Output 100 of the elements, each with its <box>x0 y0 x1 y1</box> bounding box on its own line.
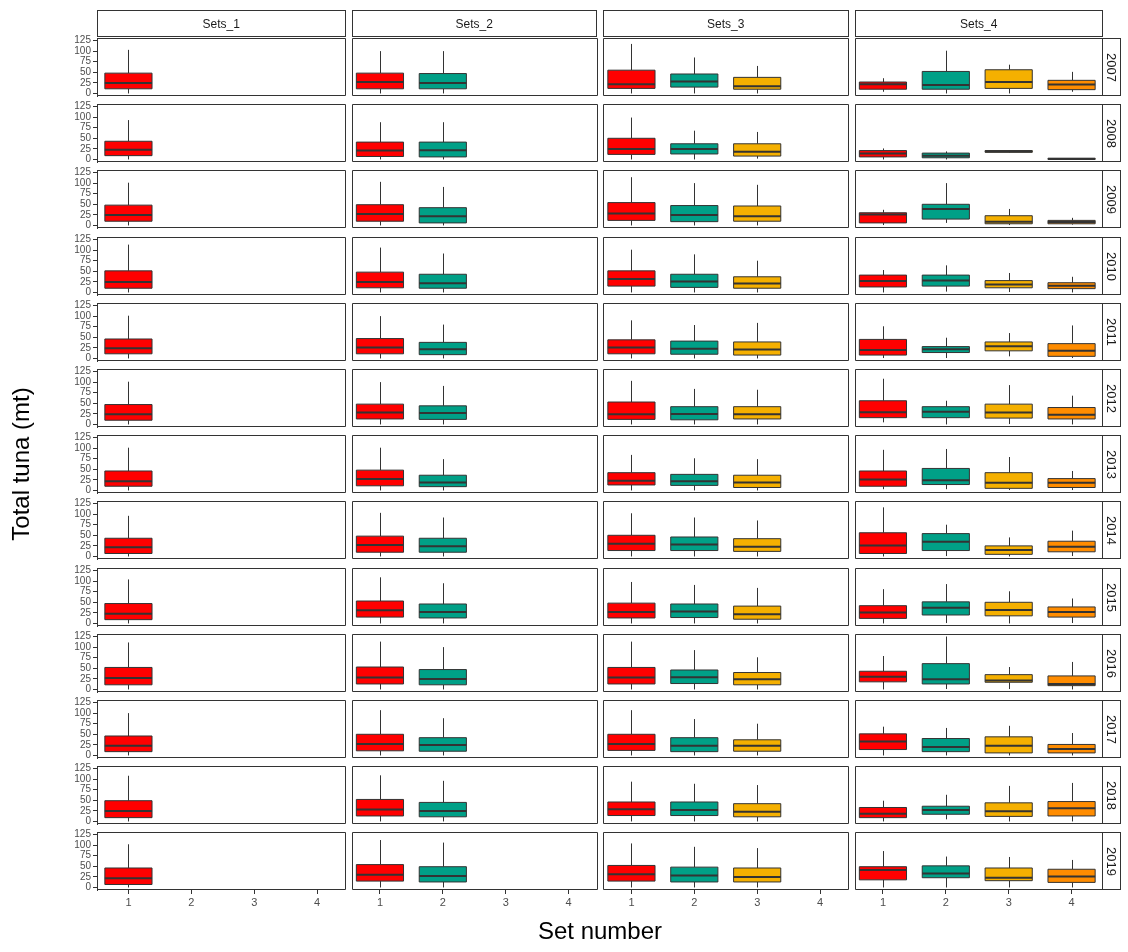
y-tick-label: 75 <box>79 55 92 67</box>
y2-axis-title: 2016 <box>1102 634 1121 692</box>
y-tick-label: 0 <box>85 815 92 827</box>
y-tick-label: 25 <box>79 804 92 816</box>
y-tick-label: 50 <box>79 529 92 541</box>
y2-axis-title: 2007 <box>1102 38 1121 96</box>
y-tick-label: 0 <box>85 286 92 298</box>
y-tick-label: 50 <box>79 860 92 872</box>
y-tick-label: 100 <box>74 772 92 784</box>
x-tick-label: 2 <box>942 895 949 908</box>
y-tick-label: 100 <box>74 110 92 122</box>
y-tick-label: 75 <box>79 254 92 266</box>
y-tick-label: 100 <box>74 44 92 56</box>
y-tick-label: 75 <box>79 849 92 861</box>
y-tick-label: 125 <box>74 630 92 642</box>
y-tick-label: 0 <box>85 617 92 629</box>
y-tick-label: 100 <box>74 574 92 586</box>
y-tick-label: 75 <box>79 187 92 199</box>
y-tick-label: 25 <box>79 275 92 287</box>
x-tick-label: 3 <box>1005 895 1012 908</box>
y-axis-title: Total tuna (mt) <box>7 387 35 541</box>
y-tick-label: 125 <box>74 431 92 443</box>
y2-axis-title: 2013 <box>1102 435 1121 493</box>
y2-axis-title: 2015 <box>1102 568 1121 626</box>
y-tick-label: 75 <box>79 386 92 398</box>
x-tick-label: 1 <box>628 895 635 908</box>
x-tick-label: 3 <box>502 895 509 908</box>
y-tick-label: 75 <box>79 717 92 729</box>
y-tick-label: 75 <box>79 452 92 464</box>
x-tick-label: 2 <box>188 895 195 908</box>
y-tick-label: 25 <box>79 606 92 618</box>
text: Sets_1 <box>97 10 346 37</box>
y-tick-label: 125 <box>74 497 92 509</box>
y-tick-label: 125 <box>74 34 92 46</box>
text: Sets_2 <box>351 10 597 37</box>
y-tick-label: 0 <box>85 418 92 430</box>
y-tick-label: 50 <box>79 132 92 144</box>
y-tick-label: 75 <box>79 585 92 597</box>
y2-axis-title: 2009 <box>1102 170 1121 228</box>
y-tick-label: 125 <box>74 564 92 576</box>
y-tick-label: 0 <box>85 219 92 231</box>
x-tick-label: 1 <box>376 895 383 908</box>
x-tick-label: 4 <box>314 895 321 908</box>
y-tick-label: 100 <box>74 243 92 255</box>
y-tick-label: 100 <box>74 441 92 453</box>
y-tick-label: 50 <box>79 198 92 210</box>
y-tick-label: 125 <box>74 100 92 112</box>
y-tick-label: 50 <box>79 331 92 343</box>
y-tick-label: 25 <box>79 341 92 353</box>
x-tick-label: 3 <box>754 895 761 908</box>
y-tick-label: 125 <box>74 233 92 245</box>
y-tick-label: 25 <box>79 738 92 750</box>
y-tick-label: 0 <box>85 550 92 562</box>
x-tick-label: 4 <box>817 895 824 908</box>
y-tick-label: 25 <box>79 672 92 684</box>
y-tick-label: 100 <box>74 507 92 519</box>
y2-axis-title: 2018 <box>1102 766 1121 824</box>
y-tick-label: 75 <box>79 651 92 663</box>
y-tick-label: 100 <box>74 640 92 652</box>
y-tick-label: 75 <box>79 518 92 530</box>
y-tick-label: 50 <box>79 662 92 674</box>
x-tick-label: 1 <box>879 895 886 908</box>
y-tick-label: 125 <box>74 828 92 840</box>
x-axis-title: Set number <box>537 917 663 945</box>
x-tick-label: 1 <box>125 895 132 908</box>
y-tick-label: 0 <box>85 484 92 496</box>
y-tick-label: 25 <box>79 870 92 882</box>
y-tick-label: 0 <box>85 87 92 99</box>
y-tick-label: 100 <box>74 309 92 321</box>
y-tick-label: 0 <box>85 683 92 695</box>
y-tick-label: 25 <box>79 407 92 419</box>
y-tick-label: 125 <box>74 166 92 178</box>
x-tick-label: 2 <box>439 895 446 908</box>
y-tick-label: 50 <box>79 794 92 806</box>
y-tick-label: 100 <box>74 838 92 850</box>
y-tick-label: 50 <box>79 66 92 78</box>
y2-axis-title: 2014 <box>1102 501 1121 559</box>
y-tick-label: 25 <box>79 473 92 485</box>
text: Sets_4 <box>854 10 1103 37</box>
y-tick-label: 125 <box>74 365 92 377</box>
y-tick-label: 50 <box>79 596 92 608</box>
x-tick-label: 4 <box>1068 895 1075 908</box>
y-tick-label: 0 <box>85 352 92 364</box>
y2-axis-title: 2017 <box>1102 700 1121 758</box>
x-tick-label: 4 <box>565 895 572 908</box>
y-tick-label: 50 <box>79 463 92 475</box>
x-tick-label: 2 <box>691 895 698 908</box>
y-tick-label: 0 <box>85 749 92 761</box>
y2-axis-title: 2010 <box>1102 237 1121 295</box>
y-tick-label: 100 <box>74 706 92 718</box>
y2-axis-title: 2011 <box>1102 303 1121 361</box>
y-tick-label: 125 <box>74 299 92 311</box>
y-tick-label: 50 <box>79 728 92 740</box>
y2-axis-title: 2019 <box>1102 832 1121 890</box>
y2-axis-title: 2012 <box>1102 369 1121 427</box>
y-tick-label: 50 <box>79 265 92 277</box>
x-tick-label: 3 <box>251 895 258 908</box>
y-tick-label: 75 <box>79 783 92 795</box>
y-tick-label: 50 <box>79 397 92 409</box>
y-tick-label: 0 <box>85 153 92 165</box>
